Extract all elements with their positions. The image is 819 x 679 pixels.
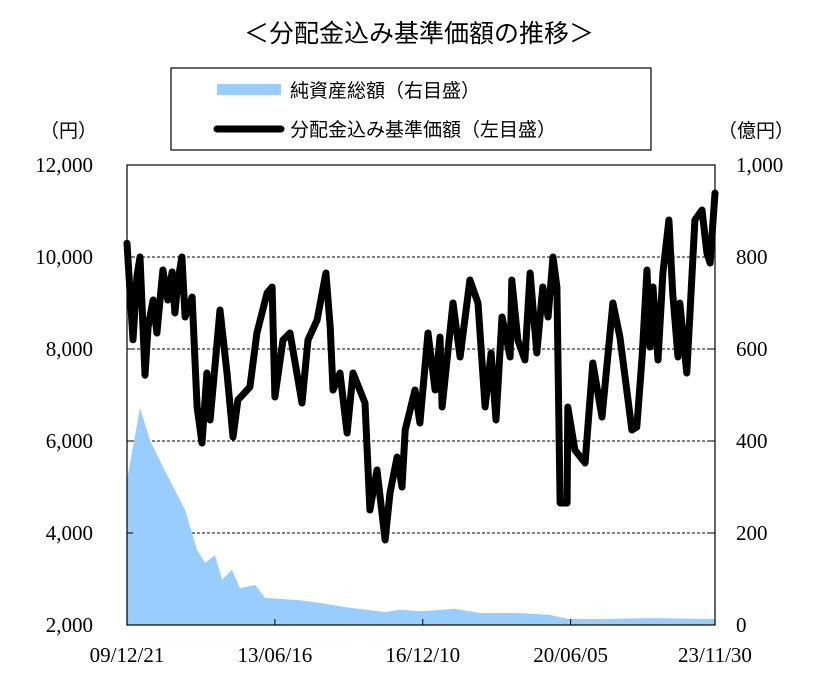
left-tick-label: 4,000: [46, 521, 93, 545]
x-tick-label: 09/12/21: [90, 643, 165, 667]
right-tick-label: 600: [736, 337, 768, 361]
x-tick-label: 13/06/16: [238, 643, 313, 667]
right-axis-unit: （億円）: [718, 120, 794, 142]
x-axis: 09/12/21 13/06/16 16/12/10 20/06/05 23/11/30: [90, 619, 752, 667]
left-tick-label: 6,000: [46, 429, 93, 453]
net-assets-area: [127, 407, 715, 625]
right-tick-label: 0: [736, 613, 747, 637]
right-tick-label: 400: [736, 429, 768, 453]
right-tick-label: 800: [736, 245, 768, 269]
left-tick-label: 2,000: [46, 613, 93, 637]
left-tick-label: 8,000: [46, 337, 93, 361]
plot-frame: [126, 164, 716, 626]
right-tick-label: 1,000: [736, 153, 783, 177]
legend: 純資産総額（右目盛） 分配金込み基準価額（左目盛）: [170, 67, 652, 151]
legend-swatch-net-assets: [217, 84, 281, 95]
legend-box: [170, 67, 652, 151]
left-axis-unit: （円）: [40, 120, 97, 142]
right-tick-label: 200: [736, 521, 768, 545]
x-tick-label: 16/12/10: [385, 643, 460, 667]
legend-label-nav: 分配金込み基準価額（左目盛）: [290, 119, 556, 141]
chart-title: ＜分配金込み基準価額の推移＞: [244, 19, 594, 48]
nav-line: [123, 189, 719, 544]
left-tick-label: 10,000: [35, 245, 93, 269]
x-tick-label: 20/06/05: [533, 643, 608, 667]
x-tick-label: 23/11/30: [678, 643, 752, 667]
right-axis: 0 200 400 600 800 1,000: [709, 153, 783, 637]
legend-label-net-assets: 純資産総額（右目盛）: [290, 80, 480, 102]
left-tick-label: 12,000: [35, 153, 93, 177]
left-axis: 2,000 4,000 6,000 8,000 10,000 12,000: [35, 153, 133, 637]
